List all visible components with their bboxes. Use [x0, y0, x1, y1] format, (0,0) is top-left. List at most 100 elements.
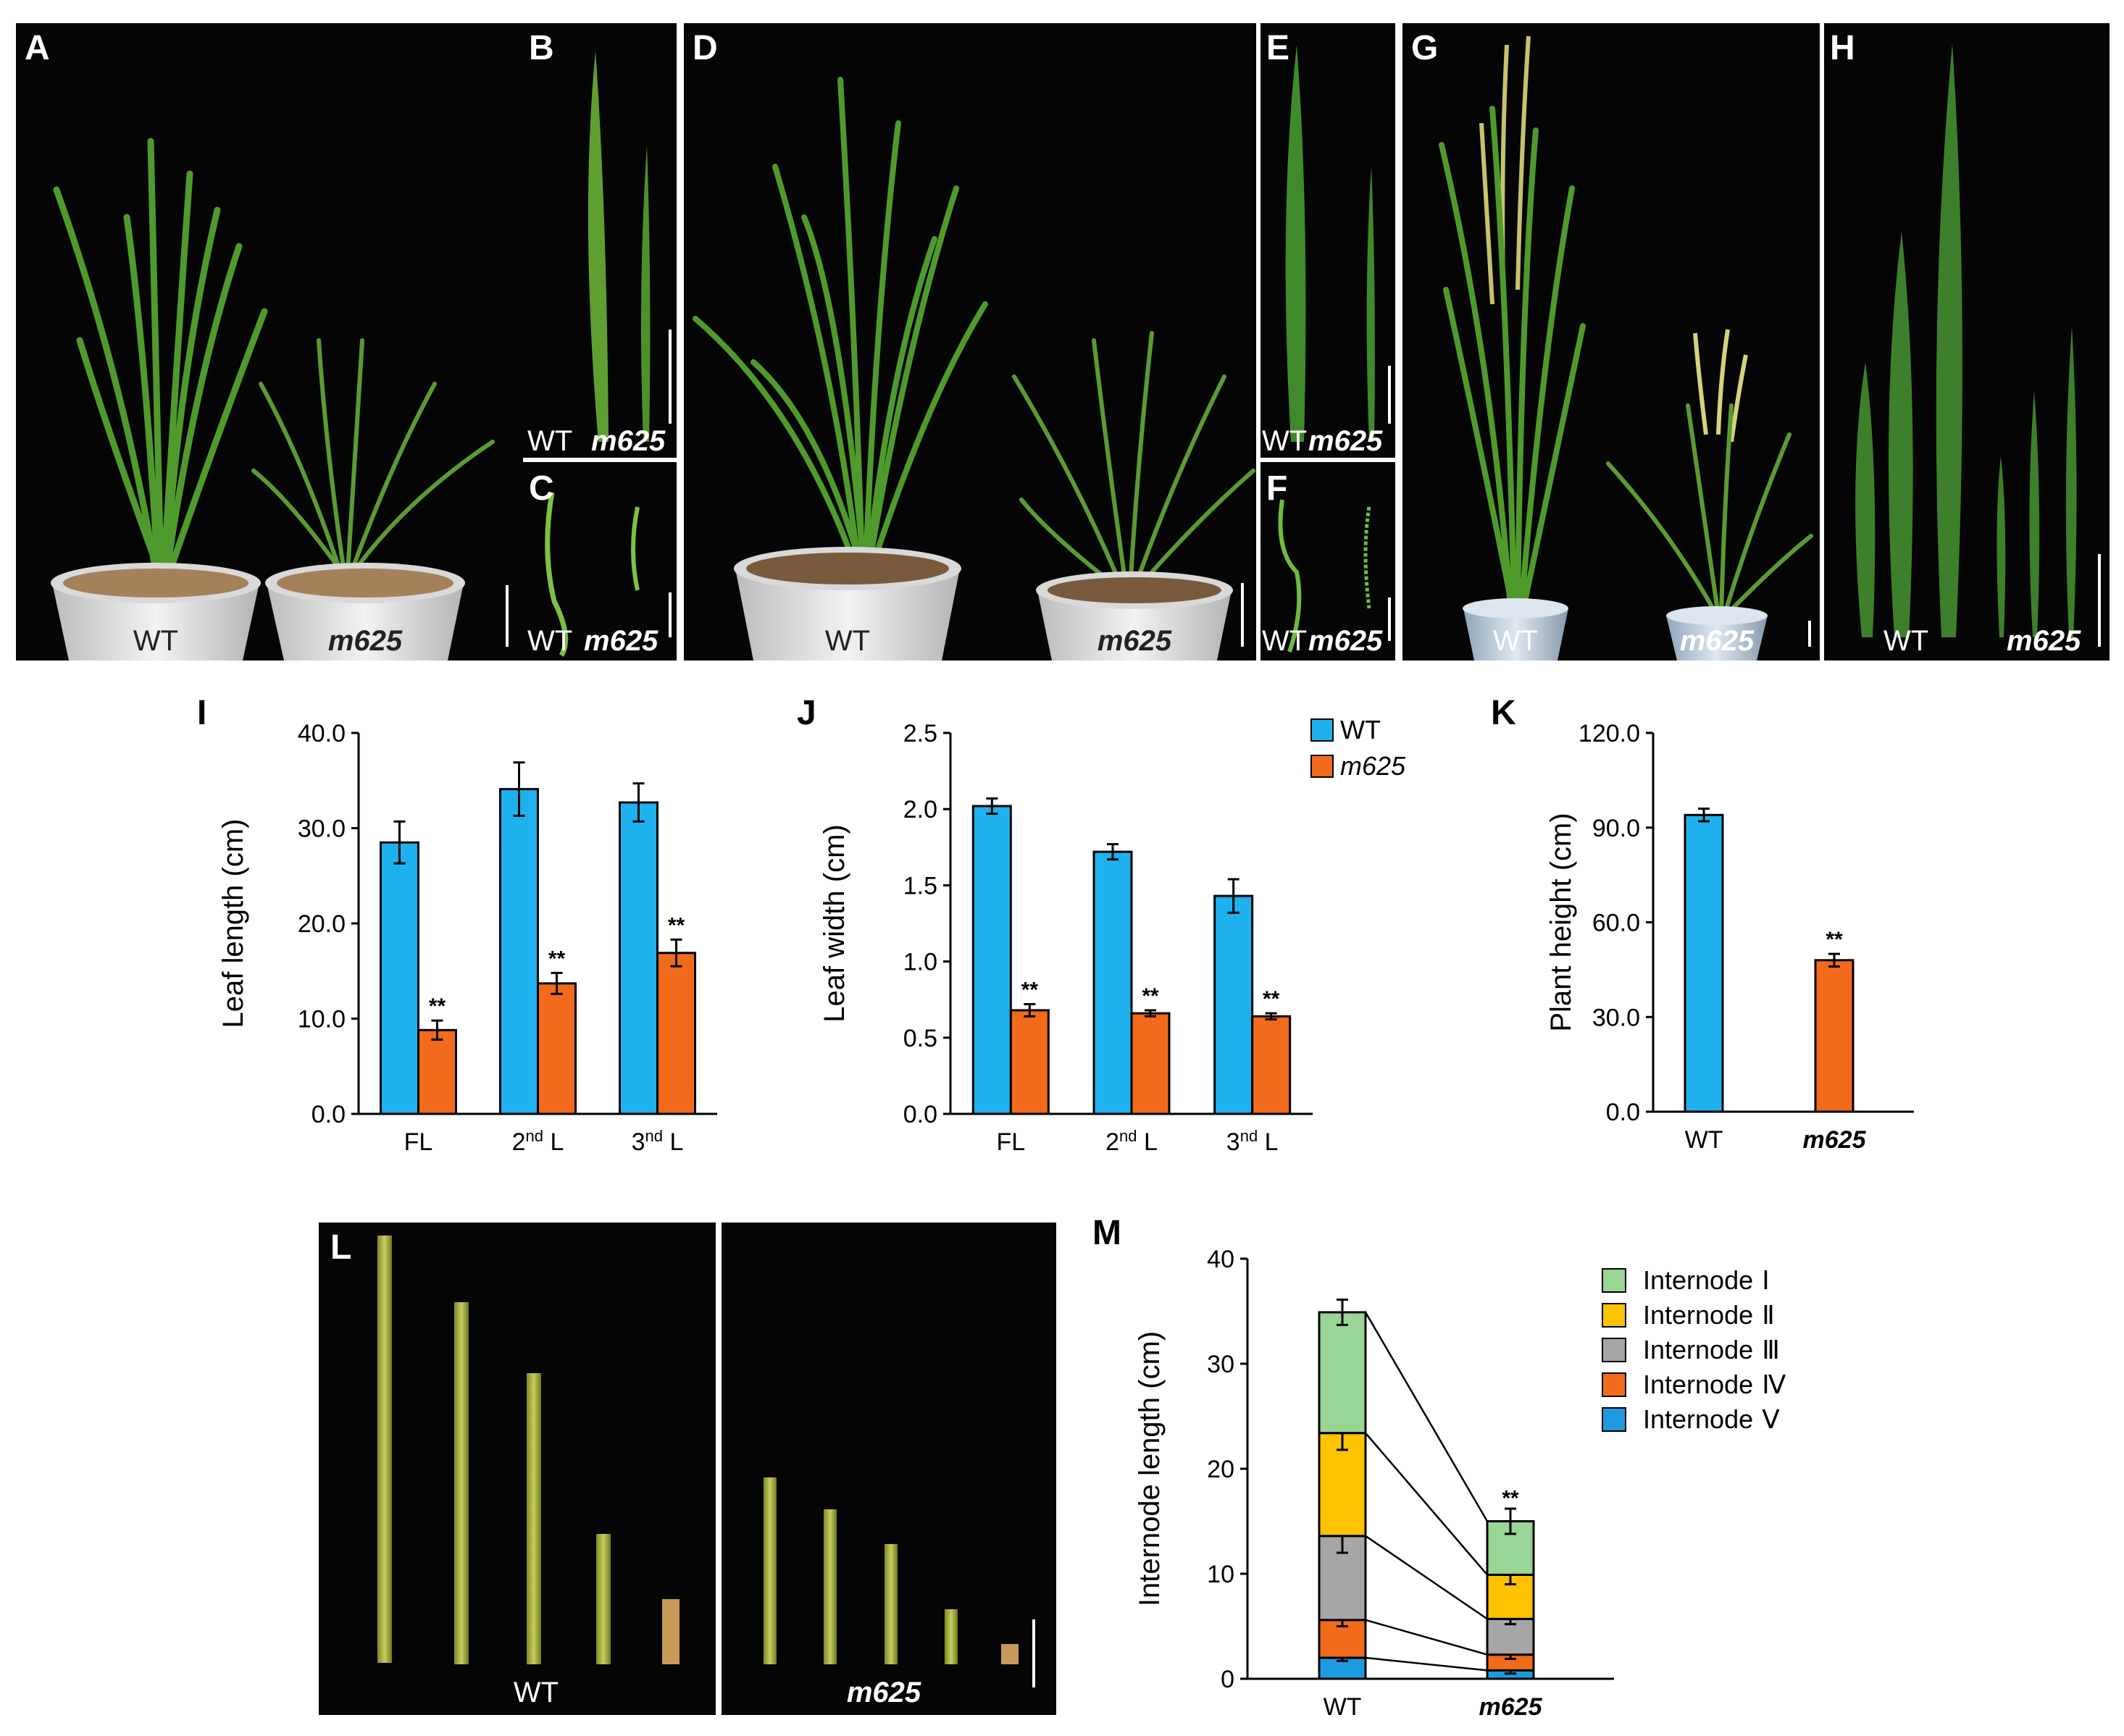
panel-label: I — [197, 694, 206, 732]
bar-m625 — [1130, 1012, 1171, 1115]
mutant-plant — [251, 338, 495, 574]
y-tick-label: 0.0 — [903, 1101, 937, 1128]
legend-swatch — [1602, 1268, 1626, 1293]
wt-plant — [1439, 106, 1586, 611]
mutant-leaf — [2029, 391, 2040, 637]
y-tick-label: 0 — [1221, 1666, 1234, 1693]
y-tick-label: 1.0 — [903, 949, 937, 976]
panel-label: F — [1266, 469, 1287, 508]
mutant-plant — [1606, 403, 1813, 618]
wt-leaf — [1285, 45, 1306, 442]
mutant-label: m625 — [1308, 625, 1383, 657]
y-tick-label: 20.0 — [298, 910, 346, 938]
bar-m625 — [537, 982, 577, 1115]
y-tick-label: 10.0 — [298, 1006, 346, 1033]
mutant-label: m625 — [2007, 625, 2081, 657]
bar-m625 — [1251, 1015, 1292, 1115]
y-tick-label: 2.0 — [903, 796, 937, 823]
wt-label: WT — [825, 625, 870, 657]
y-tick-label: 0.0 — [312, 1101, 346, 1128]
significance-mark: ** — [1263, 987, 1280, 1011]
significance-mark: ** — [429, 994, 446, 1018]
panel-label: M — [1092, 1214, 1121, 1252]
y-axis-title: Plant height (cm) — [1545, 813, 1577, 1031]
panel-l-photo-wt — [319, 1223, 716, 1715]
connector-line — [1365, 1656, 1488, 1672]
significance-mark: ** — [1142, 984, 1159, 1008]
panel-h-photo — [1824, 23, 2110, 661]
wt-leaf — [1855, 362, 1876, 637]
panel-label: C — [529, 469, 554, 508]
y-tick-label: 60.0 — [1592, 910, 1640, 937]
bar-wt — [1213, 894, 1254, 1115]
x-tick-label: 3nd L — [632, 1127, 684, 1156]
y-tick-label: 120.0 — [1579, 720, 1640, 747]
y-tick-label: 90.0 — [1592, 815, 1640, 842]
panel-c-photo — [523, 462, 677, 661]
connector-line — [1365, 1619, 1488, 1656]
mutant-leaf — [1366, 167, 1375, 442]
bar-wt — [619, 801, 658, 1115]
legend-swatch — [1602, 1407, 1626, 1432]
mutant-label: m625 — [847, 1677, 921, 1708]
panel-label: H — [1830, 29, 1855, 67]
bar-wt — [1092, 850, 1133, 1115]
mutant-internodes — [764, 1477, 1019, 1664]
wt-label: WT — [133, 625, 178, 657]
mutant-leaf-section — [631, 506, 640, 591]
x-tick-label: m625 — [1479, 1693, 1543, 1721]
x-tick-label: WT — [1685, 1126, 1723, 1154]
x-tick-label: 2nd L — [1105, 1127, 1158, 1156]
y-tick-label: 0.0 — [1606, 1099, 1640, 1126]
bar — [1684, 813, 1724, 1113]
legend-label: Internode Ⅰ — [1643, 1265, 1770, 1295]
wt-label: WT — [527, 425, 572, 457]
wt-internodes — [377, 1236, 680, 1664]
panel-label: B — [529, 29, 554, 67]
panel-e-photo — [1260, 23, 1395, 458]
panel-label: K — [1491, 694, 1516, 732]
x-tick-label: m625 — [1803, 1126, 1867, 1154]
chart-leaf-length: 0.0 10.0 20.0 30.0 40.0 Leaf length (cm) ** FL *… — [217, 720, 717, 1156]
y-tick-label: 30 — [1207, 1351, 1234, 1378]
x-tick-label: FL — [996, 1128, 1025, 1156]
panel-a-photo — [16, 23, 523, 661]
significance-mark: ** — [1021, 978, 1039, 1002]
x-tick-label: FL — [404, 1128, 433, 1156]
bar — [1814, 959, 1855, 1113]
y-tick-label: 30.0 — [298, 815, 346, 843]
x-tick-label: WT — [1324, 1693, 1362, 1721]
bar-wt — [499, 788, 539, 1115]
wt-label: WT — [1262, 625, 1307, 657]
pot — [51, 563, 261, 661]
significance-mark: ** — [1826, 928, 1843, 952]
mutant-label: m625 — [328, 625, 403, 657]
panel-label: J — [797, 694, 816, 732]
legend-swatch-wt — [1310, 718, 1334, 742]
panel-label: E — [1266, 29, 1289, 67]
wt-label: WT — [1262, 425, 1307, 457]
bar-m625 — [656, 952, 696, 1115]
pot — [265, 563, 465, 661]
wt-label: WT — [1493, 625, 1538, 657]
mutant-label: m625 — [584, 625, 658, 657]
wt-leaf-section — [545, 492, 569, 657]
y-tick-label: 40 — [1207, 1246, 1234, 1273]
x-tick-label: 2nd L — [512, 1127, 564, 1156]
legend-swatch — [1602, 1338, 1626, 1362]
chart-plant-height: 0.0 30.0 60.0 90.0 120.0 Plant height (cm) WT *… — [1545, 720, 1914, 1154]
connector-line — [1364, 1312, 1489, 1522]
y-axis-title: Leaf length (cm) — [217, 818, 249, 1028]
panel-d-photo — [684, 23, 1256, 661]
wt-plant — [693, 77, 988, 568]
pot — [1036, 571, 1233, 661]
legend-swatch — [1602, 1303, 1626, 1328]
bar-m625 — [417, 1028, 457, 1115]
pot — [734, 547, 961, 661]
legend-label: Internode Ⅴ — [1643, 1404, 1780, 1434]
panel-label: G — [1411, 29, 1438, 67]
y-tick-label: 2.5 — [903, 720, 937, 747]
bar-m625 — [1009, 1009, 1050, 1115]
panel-l-photo-mut — [722, 1223, 1056, 1715]
